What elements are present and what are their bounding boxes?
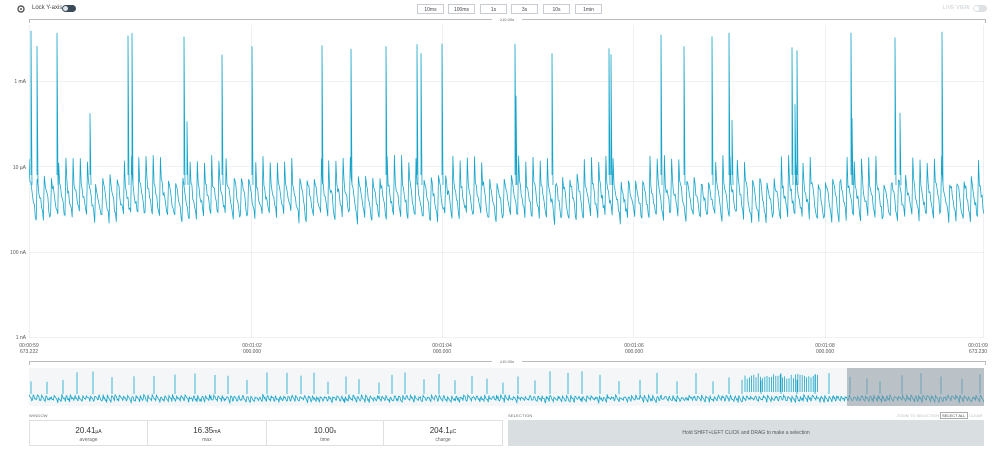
x-tick-label: 00:01:09 673.230: [968, 343, 988, 355]
live-view-label: LIVE VIEW: [943, 5, 970, 11]
clear-button[interactable]: CLEAR: [969, 413, 983, 418]
current-trace: [29, 30, 984, 225]
lock-y-axis-label: Lock Y-axis: [32, 5, 63, 11]
y-tick-label: 10 µA: [12, 165, 26, 171]
stat-charge: 204.1µC charge: [383, 420, 503, 446]
y-tick-label: 1 nA: [15, 335, 26, 341]
range-button-10ms[interactable]: 10ms: [417, 4, 444, 14]
minimap-window-overlay: [847, 368, 984, 406]
range-button-1min[interactable]: 1min: [575, 4, 602, 14]
y-tick-label: 100 nA: [10, 250, 26, 256]
x-tick-label: 00:01:06 000.000: [624, 343, 644, 355]
stat-average: 20.41µA average: [29, 420, 148, 446]
range-button-100ms[interactable]: 100ms: [448, 4, 475, 14]
selection-hint: Hold SHIFT+LEFT CLICK and DRAG to make a…: [682, 430, 810, 436]
current-chart[interactable]: [29, 25, 984, 338]
toolbar: Lock Y-axis 10ms 100ms 1s 3s 10s 1min LI…: [0, 0, 1000, 20]
x-tick-label: 00:01:08 000.000: [815, 343, 835, 355]
stat-max: 16.35mA max: [147, 420, 267, 446]
live-view-toggle[interactable]: [973, 5, 987, 12]
y-tick-label: 1 mA: [14, 79, 26, 85]
selection-panel[interactable]: Hold SHIFT+LEFT CLICK and DRAG to make a…: [508, 420, 984, 446]
stat-time: 10.00s time: [266, 420, 384, 446]
x-tick-label: 00:01:04 000.000: [432, 343, 452, 355]
range-button-10s[interactable]: 10s: [543, 4, 570, 14]
lock-y-axis-toggle[interactable]: [62, 5, 76, 12]
chart-grid: [29, 25, 984, 338]
x-tick-label: 00:01:02 000.000: [242, 343, 262, 355]
scale-bar-label: ≥10.00s: [492, 17, 522, 22]
gear-icon[interactable]: [16, 4, 26, 14]
selection-section-title: SELECTION: [508, 413, 533, 418]
minimap-chart[interactable]: [29, 368, 984, 406]
range-button-3s[interactable]: 3s: [511, 4, 538, 14]
range-button-1s[interactable]: 1s: [480, 4, 507, 14]
minimap-scale-label: ≥10.00s: [492, 359, 522, 364]
select-all-button[interactable]: SELECT ALL: [940, 412, 968, 419]
x-tick-label: 00:00:59 673.222: [19, 343, 39, 355]
window-section-title: WINDOW: [29, 413, 48, 418]
zoom-to-selection-button[interactable]: ZOOM TO SELECTION: [897, 413, 940, 418]
